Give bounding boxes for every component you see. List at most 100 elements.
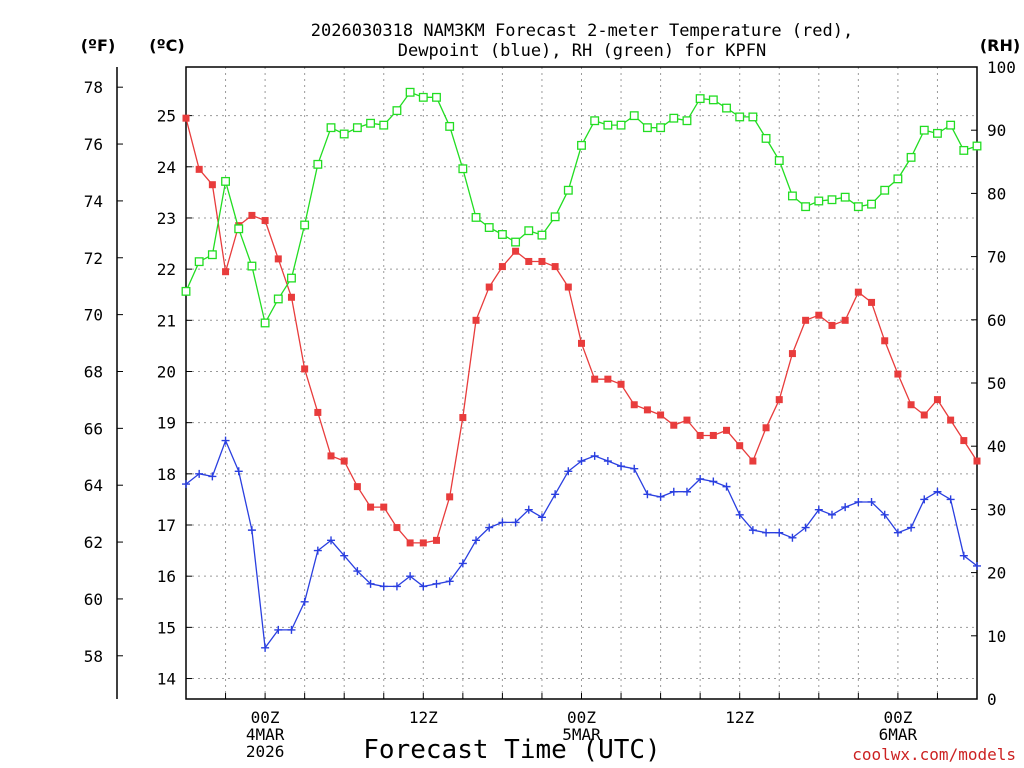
dewpoint-point: [300, 597, 309, 606]
temperature-point: [933, 396, 941, 404]
temperature-point: [261, 217, 269, 225]
temperature-point: [446, 493, 454, 501]
dewpoint-line: [185, 438, 978, 650]
x-tick-label: 2026: [246, 742, 285, 761]
dewpoint-point: [973, 561, 981, 570]
temperature-point: [512, 247, 520, 255]
celsius-tick-label: 15: [157, 618, 176, 637]
dewpoint-point: [313, 546, 322, 555]
temperature-point: [393, 524, 401, 532]
celsius-tick-label: 16: [157, 567, 176, 586]
dewpoint-point: [577, 457, 586, 466]
rh-point: [287, 273, 296, 283]
temperature-point: [960, 437, 968, 445]
rh-point: [524, 226, 534, 236]
dewpoint-point: [485, 523, 494, 532]
dewpoint-point: [511, 518, 520, 527]
rh-point: [840, 192, 850, 202]
rh-unit-label: (RH): [980, 36, 1020, 55]
dewpoint-point: [195, 469, 204, 478]
dewpoint-point: [933, 487, 942, 496]
dewpoint-point: [946, 495, 955, 504]
dewpoint-point: [392, 582, 401, 591]
dewpoint-point: [498, 518, 507, 527]
rh-point: [656, 123, 666, 133]
rh-point: [827, 195, 837, 205]
dewpoint-point: [432, 579, 441, 588]
rh-tick-label: 50: [987, 374, 1006, 393]
rh-point: [669, 113, 679, 123]
rh-point: [972, 141, 982, 151]
rh-point: [418, 92, 428, 102]
x-tick-label: 00Z: [567, 708, 596, 727]
dewpoint-point: [590, 451, 599, 460]
temperature-point: [881, 337, 889, 345]
rh-point: [577, 140, 586, 150]
dewpoint-point: [247, 526, 256, 535]
temperature-point: [472, 316, 480, 324]
fahrenheit-tick-label: 70: [84, 306, 103, 325]
dewpoint-point: [643, 490, 652, 499]
temperature-point: [406, 539, 414, 547]
temperature-point: [380, 503, 388, 511]
fahrenheit-tick-label: 64: [84, 476, 103, 495]
rh-tick-label: 90: [987, 121, 1006, 140]
celsius-tick-label: 23: [157, 209, 176, 228]
temperature-point: [340, 457, 348, 465]
dewpoint-point: [656, 492, 665, 501]
dewpoint-point: [287, 625, 296, 634]
dewpoint-point: [854, 497, 863, 506]
x-axis-label: Forecast Time (UTC): [363, 735, 660, 765]
temperature-point: [432, 536, 440, 544]
rh-point: [194, 257, 204, 267]
dewpoint-point: [274, 625, 283, 634]
dewpoint-point: [682, 487, 691, 496]
temperature-point: [274, 255, 282, 263]
rh-point: [616, 120, 626, 130]
rh-point: [379, 120, 389, 130]
celsius-tick-label: 20: [157, 362, 176, 381]
dewpoint-point: [814, 505, 823, 514]
temperature-point: [525, 257, 533, 265]
dewpoint-point: [841, 503, 850, 512]
temperature-point: [617, 380, 625, 388]
dewpoint-point: [617, 462, 626, 471]
dewpoint-point: [867, 497, 876, 506]
temperature-point: [920, 411, 928, 419]
rh-point: [392, 106, 402, 116]
chart-title-line-1: 2026030318 NAM3KM Forecast 2-meter Tempe…: [311, 21, 853, 41]
rh-point: [787, 191, 797, 201]
rh-point: [603, 120, 613, 130]
temperature-point: [419, 539, 427, 547]
temperature-point: [868, 298, 876, 306]
x-tick-label: 5MAR: [562, 725, 601, 744]
celsius-tick-label: 25: [157, 107, 176, 126]
rh-point: [761, 133, 771, 143]
rh-point: [273, 294, 283, 304]
temperature-point: [643, 406, 651, 414]
dewpoint-point: [261, 643, 270, 652]
temperature-point: [485, 283, 493, 291]
temperature-point: [367, 503, 375, 511]
temperature-point: [723, 426, 731, 434]
chart-title-line-2: Dewpoint (blue), RH (green) for KPFN: [398, 41, 766, 61]
temperature-point: [749, 457, 757, 465]
dewpoint-point: [735, 510, 744, 519]
dewpoint-point: [959, 551, 968, 560]
temperature-point: [894, 370, 902, 378]
credit-label: coolwx.com/models: [852, 745, 1016, 764]
temperature-point: [657, 411, 665, 419]
fahrenheit-tick-label: 66: [84, 419, 103, 438]
rh-point: [511, 237, 521, 247]
rh-point: [906, 152, 916, 162]
temperature-point: [182, 114, 190, 122]
rh-point: [708, 95, 718, 105]
dewpoint-point: [880, 510, 889, 519]
temperature-point: [696, 431, 704, 439]
fahrenheit-tick-label: 60: [84, 590, 103, 609]
dewpoint-point: [827, 510, 836, 519]
rh-tick-label: 40: [987, 437, 1006, 456]
temperature-point: [538, 257, 546, 265]
x-tick-label: 12Z: [409, 708, 438, 727]
rh-point: [735, 112, 745, 122]
